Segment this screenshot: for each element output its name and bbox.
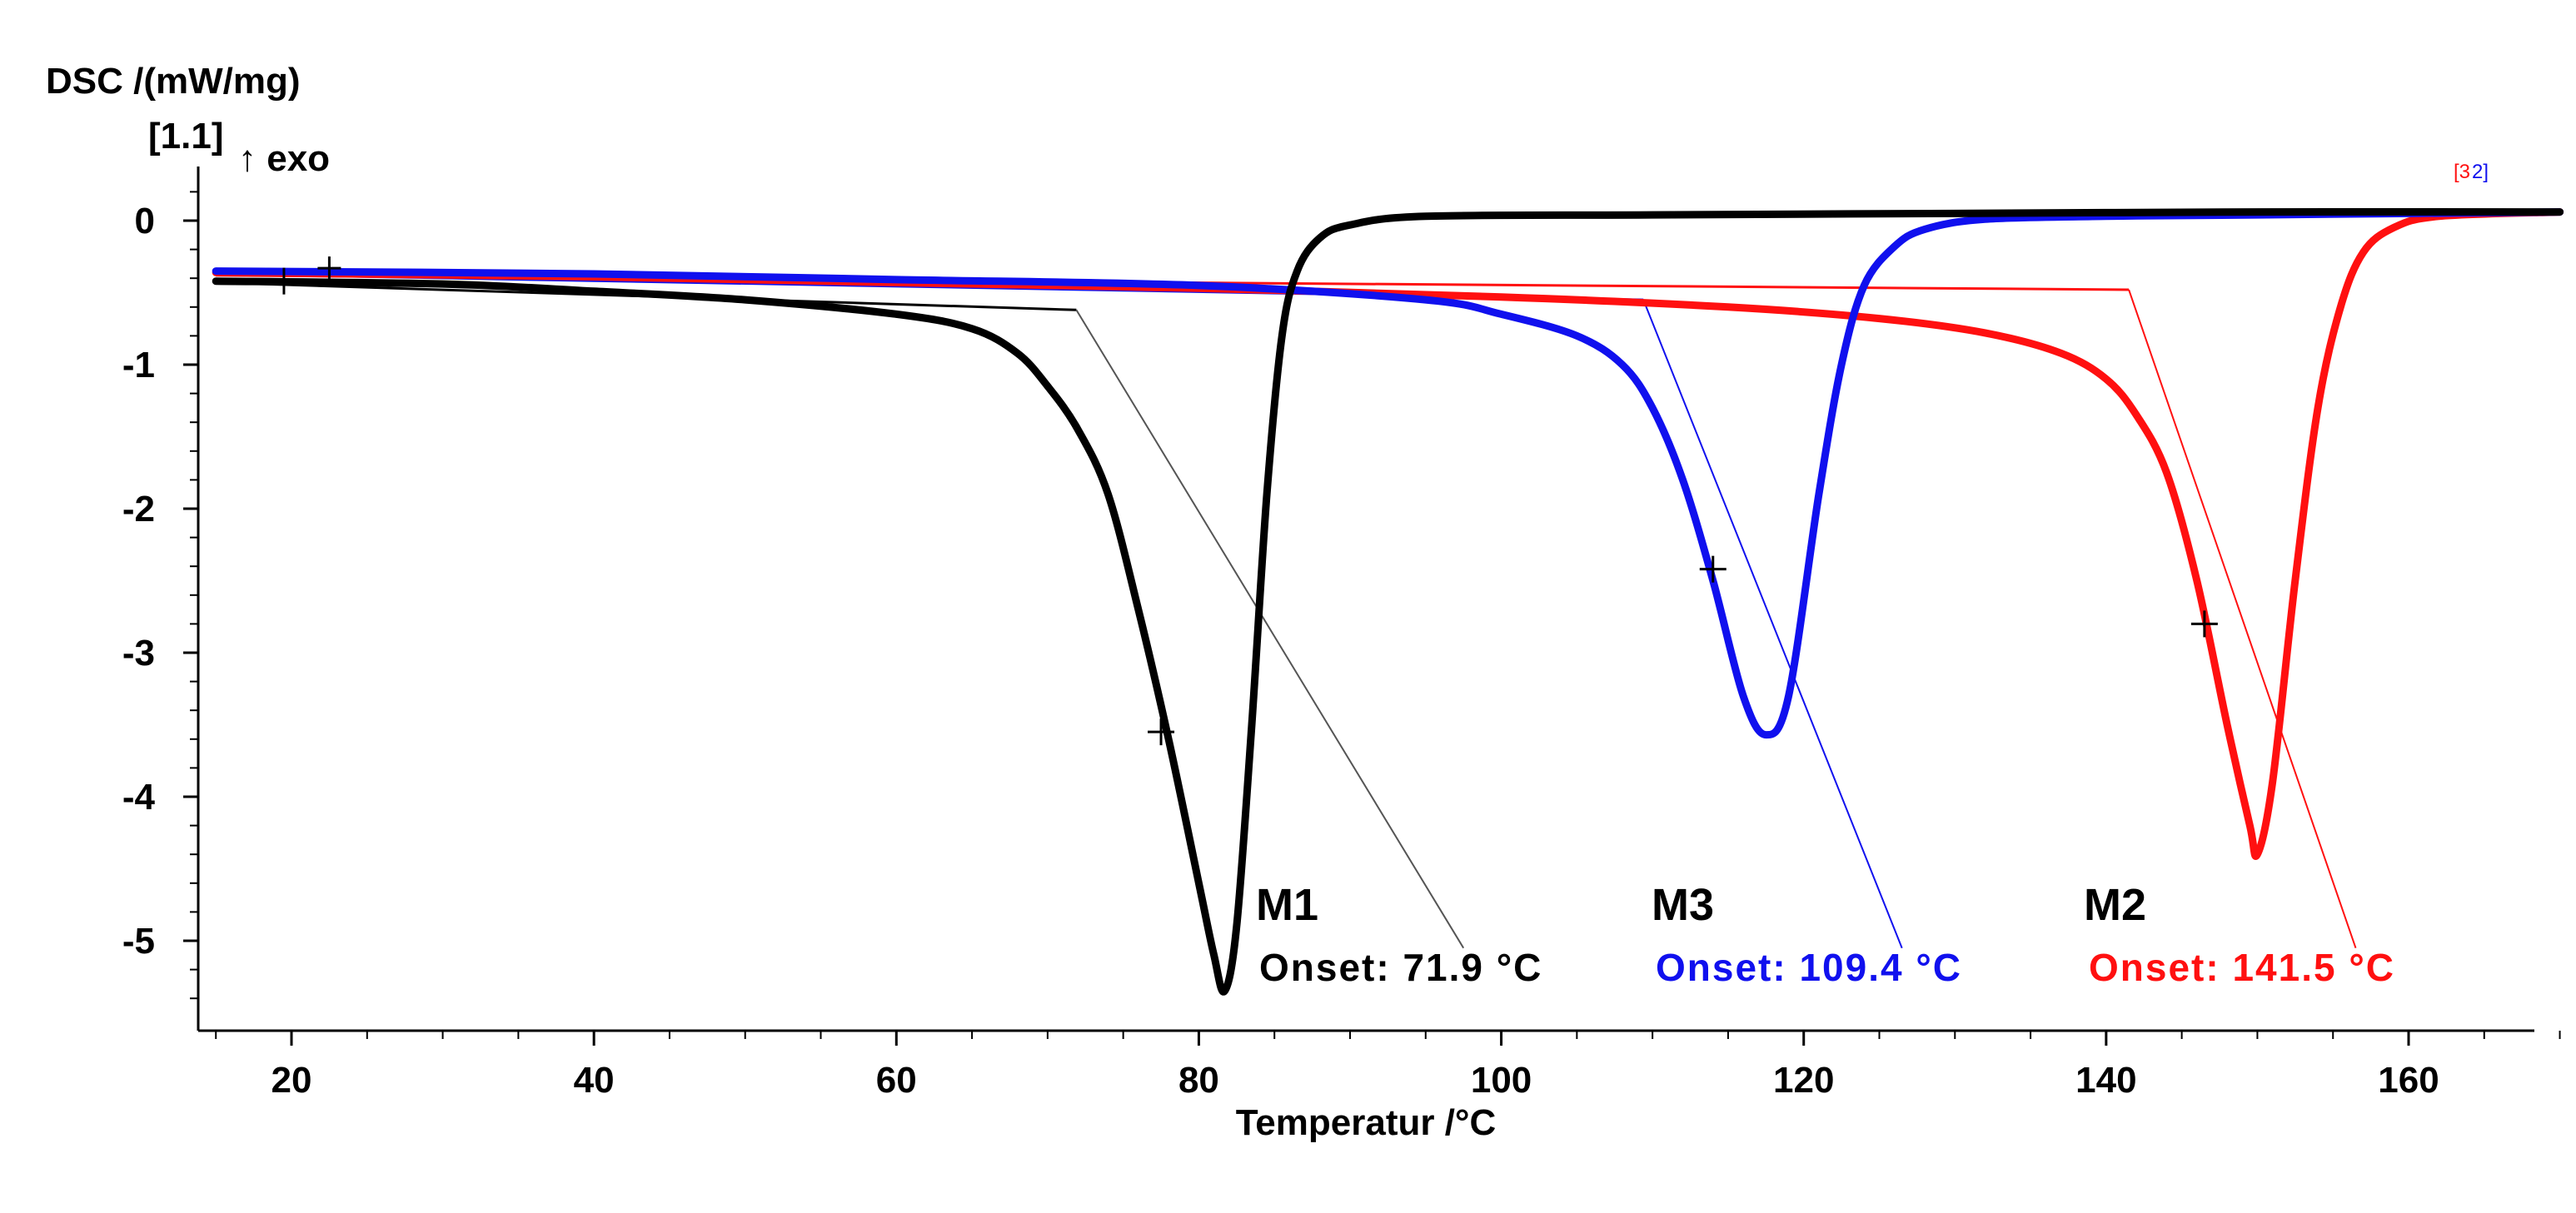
curve-end-tags: [3 2]: [2454, 161, 2489, 183]
x-tick-label-20: 20: [272, 1060, 312, 1101]
dsc-curve-m3: [212, 208, 2564, 739]
cross-marker-extra-0: [317, 256, 341, 281]
sample-label-m2: M2: [2084, 880, 2146, 930]
x-tick-label-120: 120: [1773, 1060, 1834, 1101]
y-tick-label-0: 0: [135, 201, 155, 241]
onset-tangent-m1: [1075, 309, 1465, 949]
x-tick-label-60: 60: [876, 1060, 917, 1101]
onset-label-m1: Onset: 71.9 °C: [1259, 946, 1542, 989]
axes: [197, 167, 2534, 1032]
y-tick-label--4: -4: [122, 777, 156, 818]
onset-tangent-m3: [1642, 299, 1903, 949]
x-tick-label-100: 100: [1471, 1060, 1532, 1101]
cross-marker-m1-0: [270, 267, 297, 295]
ticks: 20 40 60 80 100 120 140 160 0 -1 -2 -3 -4 -5: [122, 191, 2561, 1101]
y-tick-label--5: -5: [122, 921, 155, 962]
curve-end-tag-3: [3: [2454, 161, 2470, 183]
exo-direction-label: ↑ exo: [238, 138, 330, 179]
x-tick-label-140: 140: [2075, 1060, 2136, 1101]
y-tick-label--3: -3: [122, 633, 155, 674]
sample-label-m3: M3: [1652, 880, 1714, 930]
tangent-lines: [216, 272, 2357, 949]
y-axis-scale-tag: [1.1]: [148, 116, 223, 157]
dsc-curves: [212, 207, 2564, 996]
onset-tangent-m2: [2128, 289, 2357, 949]
y-axis-title: DSC /(mW/mg): [46, 61, 301, 102]
dsc-curve-m1: [212, 207, 2564, 996]
onset-label-m3: Onset: 109.4 °C: [1656, 946, 1962, 989]
cross-marker-m2-0: [2190, 610, 2218, 638]
y-tick-label--2: -2: [122, 489, 155, 529]
cross-marker-m3-0: [1699, 555, 1726, 583]
x-axis-title: Temperatur /°C: [1236, 1102, 1497, 1143]
x-tick-label-80: 80: [1178, 1060, 1219, 1101]
curve-markers: [270, 256, 2218, 746]
dsc-curve-m2: [212, 208, 2564, 860]
curve-end-tag-2: 2]: [2472, 161, 2489, 183]
sample-annotations: M1 Onset: 71.9 °C M3 Onset: 109.4 °C M2 …: [1256, 880, 2395, 989]
onset-label-m2: Onset: 141.5 °C: [2089, 946, 2395, 989]
y-tick-label--1: -1: [122, 345, 155, 385]
x-tick-label-40: 40: [574, 1060, 615, 1101]
x-tick-label-160: 160: [2378, 1060, 2439, 1101]
cross-marker-m1-1: [1148, 718, 1175, 746]
sample-label-m1: M1: [1256, 880, 1318, 930]
